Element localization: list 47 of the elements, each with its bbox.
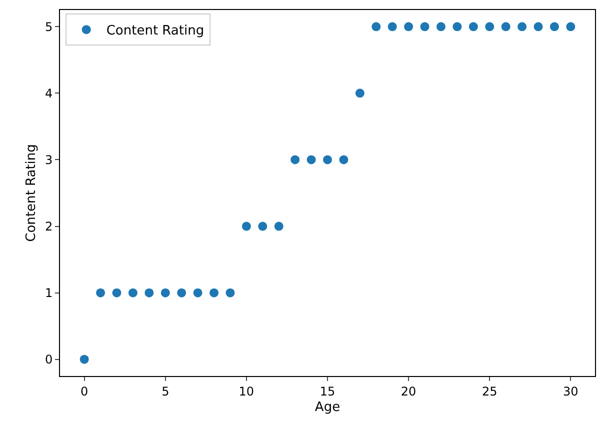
y-tick-label: 0 [44,352,53,367]
point [258,222,268,231]
point [566,22,576,32]
x-tick-label: 25 [482,384,498,398]
point [96,288,106,298]
point [112,288,122,298]
point [339,155,348,164]
point [452,22,462,32]
x-tick-label: 5 [162,384,170,398]
point [290,155,300,164]
point [80,354,89,364]
x-tick-label: 15 [320,384,336,398]
point [404,22,414,32]
y-tick-label: 3 [44,152,53,167]
point [128,288,138,298]
point [242,222,251,231]
point [534,22,543,32]
point [306,155,316,164]
point [518,22,527,32]
point [550,22,559,32]
point [355,88,364,98]
legend-label: Content Rating [106,24,204,39]
point [372,22,381,32]
y-tick-label: 5 [44,20,53,34]
y-tick-label: 1 [44,286,53,300]
point [501,22,510,32]
point [193,288,202,298]
x-tick-label: 0 [80,384,88,398]
point [468,22,478,32]
y-tick-label: 4 [44,86,53,100]
x-tick-label: 20 [400,384,416,398]
point [436,22,446,32]
x-axis-title: Age [314,400,340,415]
point [485,22,494,32]
x-tick-label: 10 [238,384,254,398]
x-tick-label: 30 [563,384,578,398]
point [177,288,186,298]
point [274,222,284,231]
point [160,288,170,298]
point [323,155,332,164]
y-axis-title: Content Rating [24,144,39,242]
point [144,288,154,298]
point [210,288,219,298]
point [226,288,235,298]
point [388,22,397,32]
point [420,22,430,32]
y-tick-label: 2 [44,219,53,234]
